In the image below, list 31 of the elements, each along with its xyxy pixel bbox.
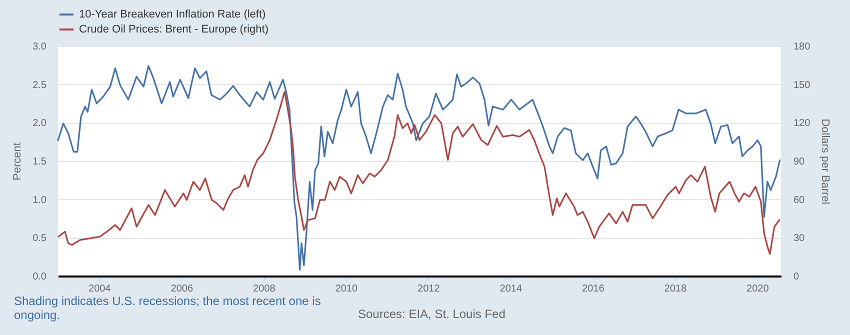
x-tick-label: 2010 xyxy=(335,284,358,294)
y2-tick-label: 120 xyxy=(794,118,811,130)
y2-axis-title: Dollars per Barrel xyxy=(819,118,832,204)
line-series xyxy=(57,65,781,271)
legend-label: 10-Year Breakeven Inflation Rate (left) xyxy=(79,8,266,20)
y2-tick-label: 90 xyxy=(794,156,806,168)
text: Shading indicates U.S. recessions; the most recent one is ongoing. xyxy=(14,294,322,322)
source-note: Sources: EIA, St. Louis Fed xyxy=(358,307,506,321)
x-tick-label: 2008 xyxy=(253,284,276,294)
y-tick-label: 2.0 xyxy=(32,118,47,130)
y2-tick-label: 0 xyxy=(794,272,800,282)
y2-tick-label: 180 xyxy=(794,42,811,52)
x-tick-label: 2004 xyxy=(88,284,112,294)
y-tick-label: 1.0 xyxy=(32,194,47,206)
x-tick-label: 2020 xyxy=(746,284,770,294)
y-tick-label: 3.0 xyxy=(32,42,47,52)
y-tick-label: 1.5 xyxy=(32,156,47,168)
y2-tick-label: 30 xyxy=(794,233,806,244)
y-axis-title: Percent xyxy=(12,142,24,180)
x-tick-label: 2014 xyxy=(500,284,522,294)
x-tick-label: 2012 xyxy=(418,284,440,294)
x-tick-label: 2018 xyxy=(664,284,687,294)
line-series xyxy=(58,90,780,255)
legend-label: Crude Oil Prices: Brent - Europe (right) xyxy=(79,24,269,36)
x-tick-label: 2016 xyxy=(582,284,605,294)
y-tick-label: 0.0 xyxy=(32,272,47,282)
x-tick-label: 2006 xyxy=(170,284,194,294)
y-tick-label: 0.5 xyxy=(32,233,47,244)
y-tick-label: 2.5 xyxy=(32,80,47,91)
y2-tick-label: 60 xyxy=(794,194,806,206)
y2-tick-label: 150 xyxy=(794,80,811,91)
